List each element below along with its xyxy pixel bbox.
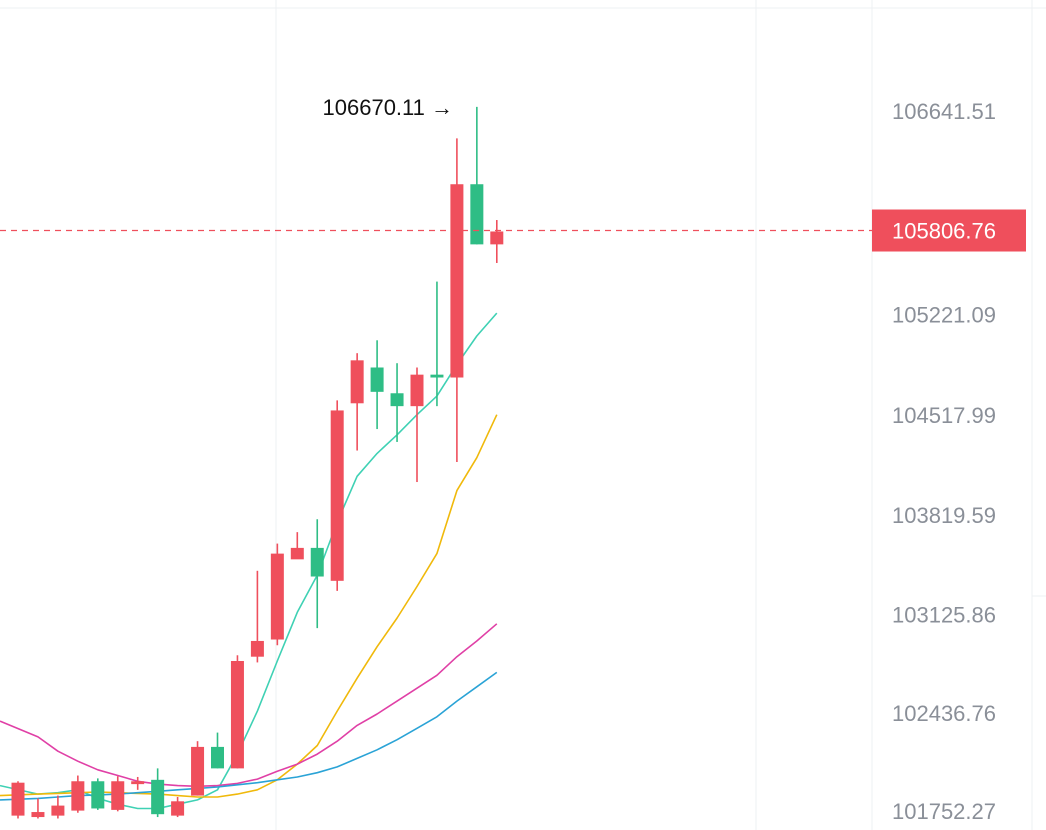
high-annotation: 106670.11 →: [323, 95, 453, 120]
candle-body: [470, 184, 484, 245]
candle[interactable]: [191, 741, 205, 796]
candle-body: [31, 812, 45, 818]
ma-line-pink: [0, 623, 498, 788]
candle[interactable]: [51, 795, 65, 819]
candle[interactable]: [31, 798, 45, 819]
candle[interactable]: [211, 732, 224, 769]
candle-body: [71, 781, 85, 811]
candle[interactable]: [91, 778, 105, 810]
candle[interactable]: [151, 768, 165, 818]
candle[interactable]: [11, 781, 25, 819]
candle-body: [211, 746, 224, 769]
candle[interactable]: [310, 519, 324, 629]
high-price-label: 106670.11 →: [323, 95, 453, 120]
candle[interactable]: [171, 797, 185, 818]
candle[interactable]: [111, 776, 125, 812]
candle[interactable]: [370, 340, 384, 430]
candle[interactable]: [390, 363, 404, 442]
candle-body: [230, 660, 244, 769]
candle-body: [191, 746, 205, 796]
candle[interactable]: [270, 543, 284, 646]
candle-body: [330, 410, 344, 581]
candle[interactable]: [490, 220, 504, 263]
candle-body: [390, 393, 404, 407]
candle-body: [410, 374, 424, 407]
candle-body: [250, 640, 264, 657]
price-axis-label: 104517.99: [892, 403, 996, 428]
candle-body: [151, 779, 165, 815]
price-axis-label: 105221.09: [892, 302, 996, 327]
candle[interactable]: [410, 367, 424, 483]
candle[interactable]: [330, 400, 344, 591]
price-axis-label: 102436.76: [892, 701, 996, 726]
ma-line-yellow: [0, 414, 498, 798]
price-axis[interactable]: 106641.51 105221.09 104517.99 103819.59 1031…: [872, 99, 1026, 824]
candle[interactable]: [230, 655, 244, 769]
candle-body: [171, 801, 185, 816]
candle[interactable]: [131, 776, 145, 790]
candle[interactable]: [430, 281, 444, 407]
candle[interactable]: [290, 532, 304, 560]
current-price-label: 105806.76: [892, 219, 996, 244]
candle[interactable]: [450, 138, 464, 462]
candle-body: [91, 781, 105, 809]
price-axis-label: 103819.59: [892, 503, 996, 528]
candle[interactable]: [250, 570, 264, 663]
candle-body: [111, 781, 125, 810]
price-axis-label: 103125.86: [892, 602, 996, 627]
candle-body: [51, 805, 65, 816]
current-price-tag-bg: [872, 209, 1026, 252]
candle-body: [290, 547, 304, 560]
current-price-tag[interactable]: 105806.76: [872, 209, 1026, 252]
candle-body: [11, 782, 25, 816]
candle-body: [350, 360, 364, 404]
candle-body: [370, 367, 384, 392]
candle[interactable]: [470, 106, 484, 245]
candle-body: [270, 553, 284, 640]
candle-body: [131, 781, 145, 785]
candle[interactable]: [71, 775, 85, 813]
candle-body: [490, 231, 504, 245]
candle-body: [310, 547, 324, 577]
price-axis-label: 101752.27: [892, 799, 996, 824]
price-axis-label: 106641.51: [892, 99, 996, 124]
candles[interactable]: [11, 106, 504, 819]
candle[interactable]: [350, 353, 364, 451]
candle-body: [450, 184, 464, 378]
candle-body: [430, 374, 444, 378]
